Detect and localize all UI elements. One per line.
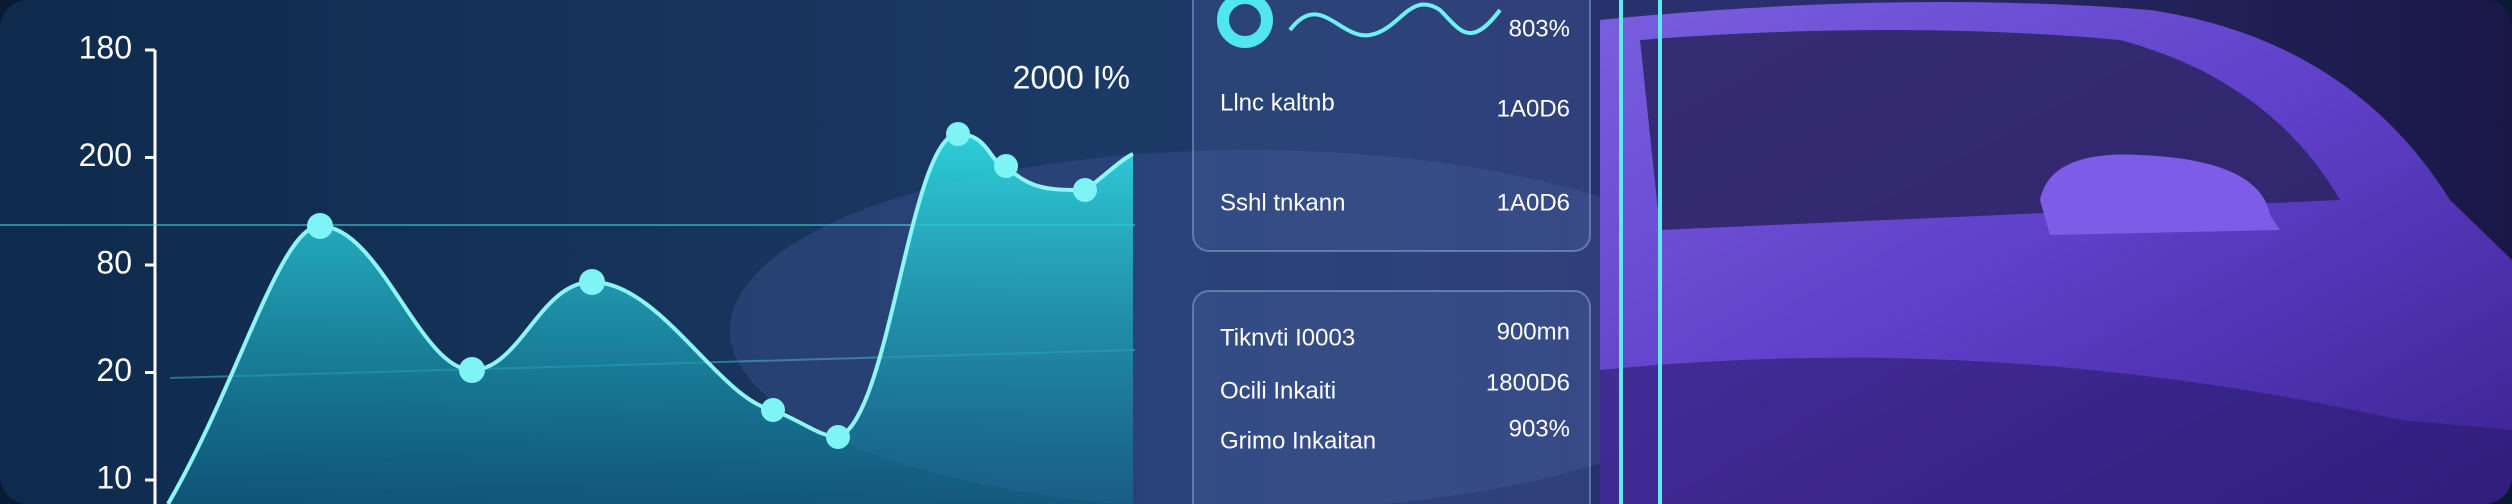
headline: 2000 I% [1013,59,1130,95]
row-value: 1800D6 [1486,369,1570,396]
row-label: Ocili Inkaiti [1220,377,1336,404]
row-value: 903% [1509,415,1570,442]
point [307,213,333,239]
gauge [1217,0,1273,48]
car-shadow [1600,357,2512,504]
y-axis-labels: 180 200 80 20 10 [79,29,155,495]
point [459,357,485,383]
row-value: 1A0D6 [1497,189,1570,216]
point [826,425,850,449]
panel-value: 803% [1509,15,1570,42]
row-label: Llnc kaltnb [1220,89,1335,116]
points [307,122,1097,449]
row-value: 900mn [1497,318,1570,345]
y-axis-label: 10 [96,459,132,495]
y-axis-label: 200 [79,137,132,173]
point [579,269,605,295]
point [994,154,1018,178]
row-label: Sshl tnkann [1220,189,1345,216]
sparkline [1288,2,1502,38]
panel [1192,0,1591,252]
y-axis-label: 20 [96,352,132,388]
row-label: Tiknvti I0003 [1220,324,1355,351]
car-mirror [2040,154,2280,235]
area [168,134,1133,504]
point [761,398,785,422]
point [946,122,970,146]
point [1073,178,1097,202]
row-value: 1A0D6 [1497,95,1570,122]
row-label: Grimo Inkaitan [1220,427,1376,454]
panel [1192,290,1591,504]
y-axis-label: 180 [79,29,132,65]
y-axis-label: 80 [96,244,132,280]
